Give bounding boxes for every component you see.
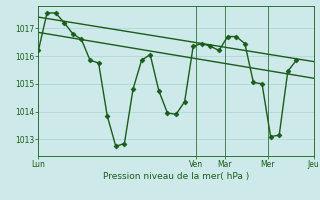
X-axis label: Pression niveau de la mer( hPa ): Pression niveau de la mer( hPa ) <box>103 172 249 181</box>
